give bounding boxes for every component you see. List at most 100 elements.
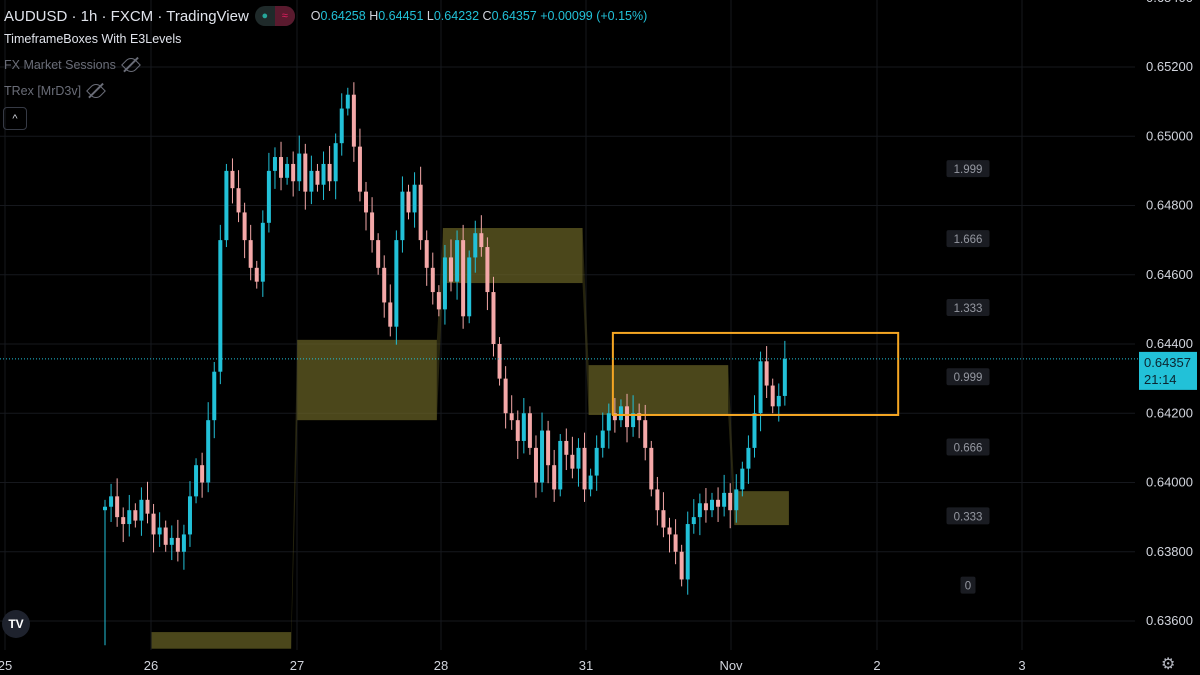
open-label: O xyxy=(310,9,321,23)
close-value: 0.64357 xyxy=(491,9,537,23)
e3-level-label: 0.333 xyxy=(954,511,983,523)
candle xyxy=(436,285,441,317)
price-axis-label: 0.64400 xyxy=(1146,336,1193,351)
candle xyxy=(163,520,168,552)
price-axis-label: 0.64800 xyxy=(1146,198,1193,213)
market-status-pill[interactable]: ● ≈ xyxy=(254,6,295,26)
candle-body xyxy=(357,146,362,192)
hidden-eye-icon[interactable] xyxy=(120,55,141,75)
indicator-fx-market-sessions[interactable]: FX Market Sessions xyxy=(4,55,141,75)
candle xyxy=(218,224,223,385)
indicator-trex[interactable]: TRex [MrD3v] xyxy=(4,81,106,101)
candle-body xyxy=(400,191,405,241)
price-axis-label: 0.65200 xyxy=(1146,59,1193,74)
candle-body xyxy=(169,537,174,545)
candle xyxy=(230,158,235,204)
candle xyxy=(424,230,429,286)
candle xyxy=(540,412,545,493)
indicator-name: TimeframeBoxes With E3Levels xyxy=(4,32,182,46)
time-axis-label: 25 xyxy=(0,658,12,673)
candle-body xyxy=(455,240,460,282)
candle-body xyxy=(175,537,180,552)
level-label-bg xyxy=(946,298,990,316)
candle xyxy=(339,93,344,156)
candle-body xyxy=(109,496,114,507)
candle xyxy=(606,403,611,449)
candle-body xyxy=(194,465,199,497)
candle-body xyxy=(236,188,241,213)
candle xyxy=(649,440,654,497)
candle-body xyxy=(272,157,277,171)
candle xyxy=(224,163,229,248)
candle xyxy=(764,346,769,399)
candle-body xyxy=(685,524,690,580)
candle xyxy=(181,524,186,570)
candle xyxy=(576,438,581,487)
candle-body xyxy=(637,413,642,421)
symbol-title[interactable]: AUDUSD · 1h · FXCM · TradingView xyxy=(4,7,249,25)
candle xyxy=(127,494,132,537)
candle-body xyxy=(321,163,326,185)
timeframe-box xyxy=(297,339,437,421)
candle-body xyxy=(212,371,217,421)
candle-body xyxy=(291,163,296,182)
candle-body xyxy=(661,510,666,528)
candle xyxy=(740,461,745,497)
candle-body xyxy=(716,499,721,507)
hidden-eye-icon[interactable] xyxy=(86,81,106,101)
candle xyxy=(351,82,356,162)
candle xyxy=(430,252,435,305)
price-axis-label: 0.65000 xyxy=(1146,128,1193,143)
candle-body xyxy=(503,378,508,414)
candle-body xyxy=(533,447,538,483)
candle-body xyxy=(218,240,223,372)
candle xyxy=(631,395,636,437)
candle-body xyxy=(564,440,569,455)
candle xyxy=(782,340,787,406)
candle-body xyxy=(515,420,520,441)
e3-level-label: 0.999 xyxy=(954,372,983,384)
candle-body xyxy=(527,413,532,448)
candle xyxy=(448,239,453,292)
e3-level-label: 0 xyxy=(965,581,971,593)
time-axis-label: 26 xyxy=(144,658,158,673)
candle xyxy=(236,170,241,223)
level-label-bg xyxy=(946,160,990,178)
candle xyxy=(758,351,763,432)
time-axis-label: 3 xyxy=(1018,658,1025,673)
candle xyxy=(187,481,192,547)
candle-body xyxy=(200,465,205,483)
candle xyxy=(394,230,399,345)
candle-body xyxy=(382,267,387,303)
candle xyxy=(388,284,393,337)
candle xyxy=(133,503,138,528)
candle xyxy=(364,181,369,231)
candle-body xyxy=(770,385,775,407)
candle-body xyxy=(151,513,156,535)
box-connector xyxy=(291,339,298,649)
candle-body xyxy=(570,454,575,469)
candle-body xyxy=(491,292,496,344)
candle xyxy=(752,395,757,458)
price-axis-label: 0.65400 xyxy=(1146,0,1193,5)
ohlc-values: O0.64258 H0.64451 L0.64232 C0.64357 +0.0… xyxy=(311,9,647,23)
settings-gear-icon[interactable]: ⚙ xyxy=(1161,656,1176,673)
close-label: C xyxy=(482,9,492,23)
candle xyxy=(254,260,259,289)
price-axis-label: 0.64000 xyxy=(1146,475,1193,490)
tradingview-logo[interactable]: TV xyxy=(2,610,30,638)
candle xyxy=(242,202,247,259)
candle-body xyxy=(224,170,229,241)
candle-body xyxy=(691,517,696,525)
collapse-indicators-button[interactable]: ^ xyxy=(3,107,27,130)
candle-body xyxy=(728,492,733,511)
candle-body xyxy=(473,233,478,258)
candle xyxy=(703,488,708,523)
indicator-timeframeboxes[interactable]: TimeframeBoxes With E3Levels xyxy=(4,32,181,46)
candle-body xyxy=(752,413,757,448)
candle-body xyxy=(679,551,684,580)
candle xyxy=(272,147,277,189)
candle xyxy=(515,410,520,459)
candle xyxy=(333,133,338,200)
